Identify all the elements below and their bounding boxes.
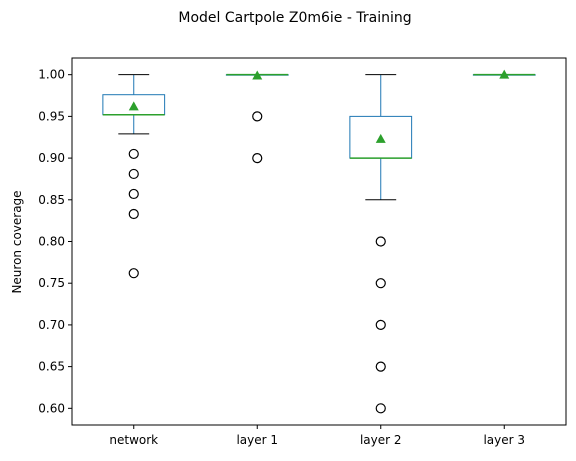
x-tick-label: layer 1 [236, 433, 278, 447]
outlier-point [128, 188, 139, 200]
y-tick-label: 0.90 [38, 151, 65, 165]
y-axis-label: Neuron coverage [10, 190, 24, 293]
y-tick-label: 0.60 [38, 401, 65, 415]
mean-marker [252, 70, 263, 80]
outlier-point [375, 319, 386, 331]
outlier-point [128, 148, 139, 160]
x-tick-label: layer 2 [360, 433, 402, 447]
y-tick-label: 0.75 [38, 276, 65, 290]
outlier-point [252, 111, 263, 122]
outlier-point [375, 361, 386, 372]
y-tick-label: 0.80 [38, 235, 65, 249]
outlier-point [128, 208, 139, 220]
outlier-point [128, 268, 139, 279]
outlier-point [375, 278, 386, 289]
plot-area: 0.60 0.65 0.70 0.75 0.80 0.85 0.90 0.95 1.00 netw… [38, 57, 567, 447]
y-tick-label: 0.70 [38, 318, 65, 332]
mean-marker [499, 69, 510, 79]
chart-title: Model Cartpole Z0m6ie - Training [178, 10, 411, 26]
y-tick-label: 0.85 [38, 193, 65, 207]
y-tick-label: 0.95 [38, 109, 65, 123]
y-tick-label: 1.00 [38, 68, 65, 82]
outlier-point [252, 152, 263, 164]
mean-marker [375, 133, 386, 143]
y-tick-label: 0.65 [38, 360, 65, 374]
x-tick-label: network [109, 433, 158, 447]
outlier-point [375, 236, 386, 247]
axes-frame [71, 57, 567, 426]
x-tick-label: layer 3 [483, 433, 525, 447]
outlier-point [128, 168, 139, 180]
mean-marker [128, 101, 139, 111]
outlier-point [375, 403, 386, 414]
